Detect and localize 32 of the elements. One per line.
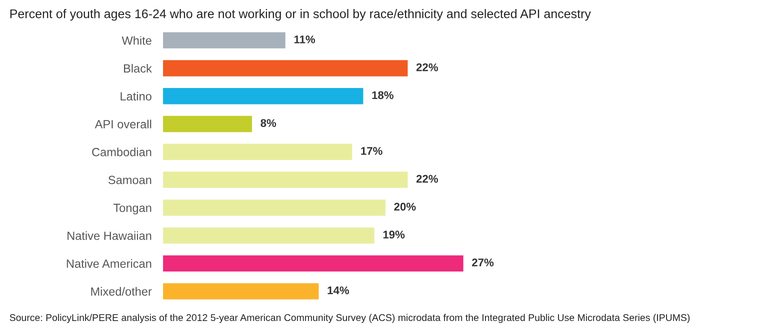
y-tick-label: White [122, 36, 152, 45]
data-label: 18% [372, 91, 394, 100]
y-tick-label: Latino [120, 92, 152, 101]
bar [163, 255, 464, 272]
bar [163, 88, 364, 104]
bar [163, 200, 386, 216]
data-label: 19% [383, 230, 405, 239]
bar [163, 172, 408, 188]
y-tick-label: Native American [66, 259, 152, 268]
bar [163, 144, 352, 160]
data-label: 17% [361, 147, 382, 155]
y-tick-label: Mixed/other [91, 287, 152, 296]
chart-title: Percent of youth ages 16-24 who are not working or in school by race/ethnicity and selected API ancestry [10, 9, 591, 21]
bar [163, 32, 286, 48]
data-label: 27% [472, 258, 494, 266]
y-tick-label: Tongan [113, 204, 152, 214]
data-label: 22% [416, 174, 438, 183]
data-label: 14% [328, 286, 350, 294]
bar [163, 60, 408, 76]
bar [163, 116, 252, 132]
y-tick-label: Cambodian [92, 148, 152, 156]
data-label: 20% [394, 202, 416, 211]
data-label: 11% [294, 35, 316, 44]
bar [163, 227, 374, 244]
y-tick-label: API overall [94, 120, 152, 128]
y-tick-label: Native Hawaiian [68, 231, 152, 240]
data-label: 22% [416, 63, 438, 72]
y-tick-label: Black [124, 64, 152, 73]
bar [163, 283, 319, 300]
data-label: 8% [260, 119, 276, 127]
y-tick-label: Samoan [108, 176, 152, 184]
source-note: Source: PolicyLink/PERE analysis of the 2012 5-year American Community Survey (ACS) microdata from the Integrated Public Use Microdata Series (IPUMS) [10, 314, 690, 323]
